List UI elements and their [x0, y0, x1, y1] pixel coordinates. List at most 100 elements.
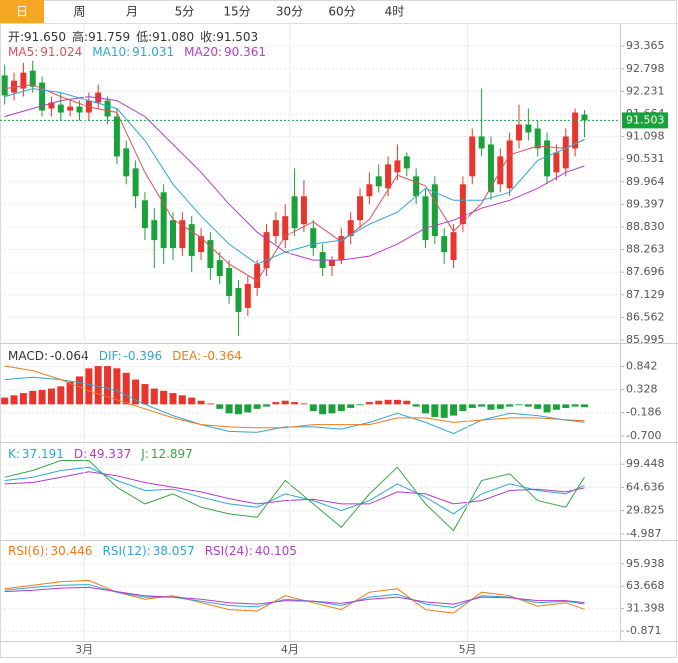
legend-text: 低: — [136, 30, 152, 44]
legend: MA5: 91.024 MA10: 91.031 MA20: 90.361 — [8, 45, 266, 59]
macd-bar — [440, 404, 448, 418]
candle-body — [179, 220, 186, 249]
tab-label[interactable]: 4时 — [385, 5, 405, 19]
legend-text: 91.503 — [216, 30, 258, 44]
macd-bar — [38, 389, 46, 405]
legend-text: MACD: — [8, 349, 48, 363]
legend-text: MA10: — [92, 45, 130, 59]
macd-bar — [225, 404, 233, 414]
candle-body — [160, 192, 167, 249]
macd-bar — [113, 368, 121, 405]
candle-body — [67, 106, 74, 111]
y-tick-label: 89.964 — [626, 175, 665, 188]
tab[interactable]: 日 — [0, 0, 44, 23]
candle-body — [366, 184, 373, 197]
candle-body — [123, 148, 130, 177]
tab-label[interactable]: 日 — [16, 5, 28, 19]
macd-bar — [263, 404, 271, 407]
candle-body — [151, 220, 158, 241]
candle-body — [20, 72, 27, 89]
macd-bar — [459, 404, 467, 412]
macd-bar — [253, 404, 261, 409]
series-line — [4, 579, 585, 614]
legend-text: MA5: — [8, 45, 38, 59]
macd-bar — [421, 404, 429, 414]
macd-bar — [234, 404, 242, 415]
legend-text: 91.650 — [24, 30, 66, 44]
legend-text: 91.031 — [132, 45, 174, 59]
legend: K: 37.191 D: 49.337 J: 12.897 — [8, 447, 193, 461]
candle-body — [39, 82, 46, 111]
macd-bar — [85, 368, 93, 405]
tab[interactable]: 月 — [126, 5, 138, 19]
tab[interactable]: 5分 — [175, 5, 195, 19]
tab-label[interactable]: 5分 — [175, 5, 195, 19]
macd-bar — [197, 400, 205, 405]
candle-body — [48, 102, 55, 109]
plot — [1, 365, 588, 435]
last-price-box — [622, 112, 668, 129]
macd-bar — [1, 397, 9, 405]
macd-bar — [10, 395, 18, 405]
tab[interactable]: 30分 — [276, 5, 303, 19]
legend-text: 91.024 — [40, 45, 82, 59]
tab-label[interactable]: 30分 — [276, 5, 303, 19]
macd-bar — [534, 404, 542, 409]
tab-label[interactable]: 月 — [126, 5, 138, 19]
y-tick-label: 91.098 — [626, 130, 665, 143]
candle-body — [132, 168, 139, 197]
tab[interactable]: 15分 — [223, 5, 250, 19]
candle-body — [338, 236, 345, 261]
candle-body — [572, 112, 579, 149]
candle-body — [113, 116, 120, 157]
macd-bar — [47, 388, 55, 405]
macd-bar — [515, 404, 523, 406]
candle-body — [188, 224, 195, 257]
macd-bar — [580, 404, 588, 408]
candle-body — [263, 232, 270, 269]
tab-label[interactable]: 15分 — [223, 5, 250, 19]
tab-label[interactable]: 周 — [73, 5, 85, 19]
plot — [4, 579, 585, 614]
legend-text: RSI(6): — [8, 544, 49, 558]
macd-bar — [132, 379, 140, 405]
y-tick-label: 95.938 — [626, 557, 665, 570]
candle-body — [76, 106, 83, 113]
candle-body — [226, 268, 233, 296]
tab-label[interactable]: 60分 — [328, 5, 355, 19]
candle-body — [394, 160, 401, 173]
legend-text: 90.361 — [224, 45, 266, 59]
tab[interactable]: 周 — [73, 5, 85, 19]
y-tick-label: -0.700 — [626, 429, 661, 442]
candle-body — [141, 200, 148, 229]
y-tick-label: -0.871 — [626, 624, 661, 637]
y-tick-label: 31.398 — [626, 602, 665, 615]
series-line — [4, 586, 585, 605]
candle-body — [375, 176, 382, 187]
macd-bar — [337, 404, 345, 412]
y-tick-label: 90.531 — [626, 152, 665, 165]
y-tick-label: -0.186 — [626, 406, 661, 419]
series-line — [4, 365, 585, 429]
macd-bar — [365, 402, 373, 405]
candle-body — [198, 236, 205, 253]
candle-body — [104, 100, 111, 117]
candle-body — [235, 287, 242, 312]
series-line — [4, 460, 585, 532]
candle-body — [57, 104, 64, 113]
y-tick-label: 29.825 — [626, 504, 665, 517]
legend-text: 12.897 — [151, 447, 193, 461]
candle-body — [244, 283, 251, 308]
macd-bar — [375, 400, 383, 405]
series-line — [4, 96, 585, 261]
y-tick-label: 0.328 — [626, 383, 658, 396]
tab[interactable]: 4时 — [385, 5, 405, 19]
macd-bar — [272, 402, 280, 405]
macd-bar — [300, 403, 308, 405]
tab[interactable]: 60分 — [328, 5, 355, 19]
candle-body — [385, 164, 392, 189]
candle-body — [544, 140, 551, 177]
macd-bar — [506, 404, 514, 407]
candle-body — [450, 232, 457, 261]
series-line — [4, 88, 585, 265]
